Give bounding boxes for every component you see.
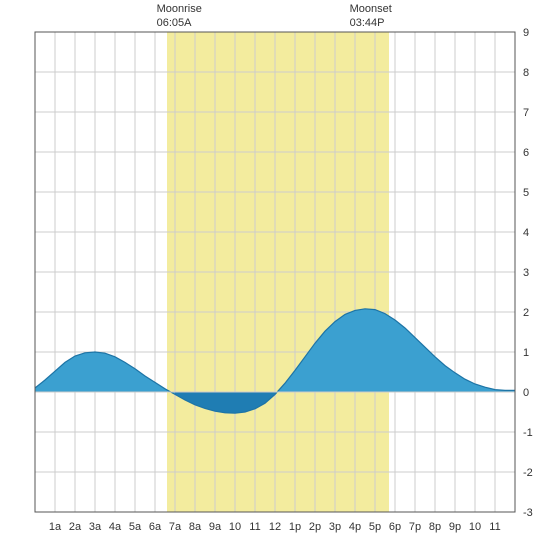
x-tick-label: 11 xyxy=(249,521,260,533)
x-tick-label: 1p xyxy=(289,521,301,533)
y-tick-label: 9 xyxy=(523,27,529,39)
y-axis-labels: -3 -2 -1 0 1 2 3 4 5 6 7 8 9 xyxy=(523,27,533,519)
moonset-time: 03:44P xyxy=(350,16,392,30)
y-tick-label: 3 xyxy=(523,267,529,279)
x-tick-label: 10 xyxy=(229,521,241,533)
x-tick-label: 1a xyxy=(49,521,62,533)
y-tick-label: 5 xyxy=(523,187,529,199)
x-tick-label: 9p xyxy=(449,521,461,533)
x-tick-label: 6p xyxy=(389,521,401,533)
x-tick-label: 7a xyxy=(169,521,182,533)
x-tick-label: 6a xyxy=(149,521,162,533)
x-tick-label: 3a xyxy=(89,521,102,533)
x-tick-label: 5a xyxy=(129,521,142,533)
tide-chart: Moonrise 06:05A Moonset 03:44P -3-2-1012… xyxy=(0,0,550,550)
x-tick-label: 10 xyxy=(469,521,481,533)
x-tick-label: 4a xyxy=(109,521,122,533)
chart-svg: -3-2-101234567891a2a3a4a5a6a7a8a9a101112… xyxy=(0,0,550,550)
x-axis-labels: 1a 2a 3a 4a 5a 6a 7a 8a 9a 10 11 12 1p 2p 3p 4p 5p 6p 7p 8p… xyxy=(49,521,501,533)
y-tick-label: -3 xyxy=(523,507,533,519)
y-tick-label: 6 xyxy=(523,147,529,159)
y-tick-label: -2 xyxy=(523,467,533,479)
y-tick-label: 0 xyxy=(523,387,529,399)
moonrise-title: Moonrise xyxy=(157,2,202,16)
x-tick-label: 11 xyxy=(489,521,500,533)
x-tick-label: 7p xyxy=(409,521,421,533)
x-tick-label: 5p xyxy=(369,521,381,533)
x-tick-label: 8a xyxy=(189,521,202,533)
moonset-label: Moonset 03:44P xyxy=(350,2,392,31)
x-tick-label: 3p xyxy=(329,521,341,533)
moonrise-label: Moonrise 06:05A xyxy=(157,2,202,31)
moonset-title: Moonset xyxy=(350,2,392,16)
y-tick-label: 4 xyxy=(523,227,529,239)
y-tick-label: 2 xyxy=(523,307,529,319)
x-tick-label: 12 xyxy=(269,521,281,533)
moonrise-time: 06:05A xyxy=(157,16,202,30)
x-tick-label: 2a xyxy=(69,521,82,533)
x-tick-label: 8p xyxy=(429,521,441,533)
x-tick-label: 2p xyxy=(309,521,321,533)
y-tick-label: 7 xyxy=(523,107,529,119)
x-tick-label: 4p xyxy=(349,521,361,533)
x-tick-label: 9a xyxy=(209,521,222,533)
y-tick-label: 8 xyxy=(523,67,529,79)
y-tick-label: 1 xyxy=(523,347,529,359)
y-tick-label: -1 xyxy=(523,427,533,439)
